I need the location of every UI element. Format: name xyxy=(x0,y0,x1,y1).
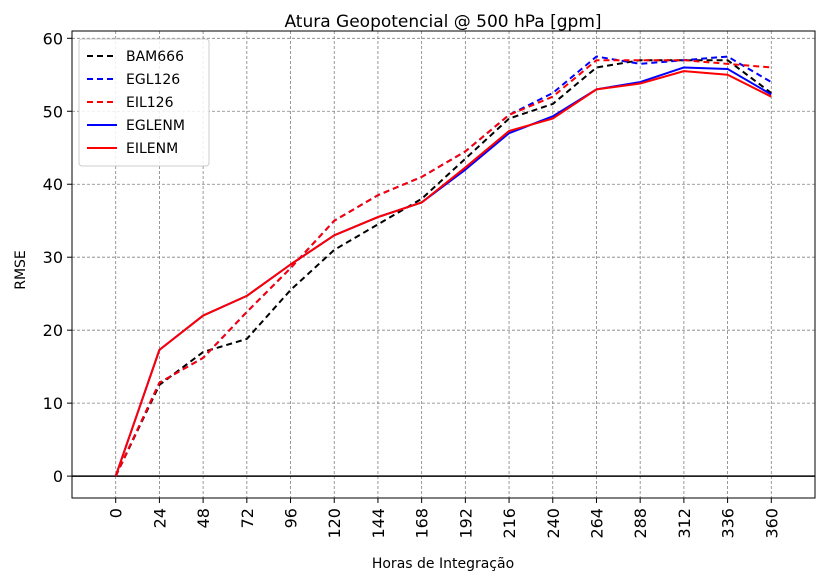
x-tick-label: 264 xyxy=(587,508,606,539)
x-tick-label: 120 xyxy=(325,508,344,539)
legend: BAM666 EGL126 EIL126 EGLENM EILENM xyxy=(78,38,210,167)
x-tick-label: 72 xyxy=(238,508,257,528)
legend-label: EGL126 xyxy=(126,72,180,88)
legend-label: EILENM xyxy=(126,141,178,157)
y-tick-label: 60 xyxy=(43,29,63,48)
x-axis-ticks: 0 24 48 72 96 120 144 168 192 216 240 264 288 312 336 3… xyxy=(107,498,781,539)
x-tick-label: 48 xyxy=(194,508,213,528)
y-tick-label: 0 xyxy=(53,467,63,486)
plot-frame xyxy=(71,30,816,499)
chart-title: Atura Geopotencial @ 500 hPa [gpm] xyxy=(284,12,601,32)
series-line-bam666 xyxy=(114,59,772,477)
series-line-egl126 xyxy=(114,55,772,477)
legend-label: EIL126 xyxy=(126,95,174,111)
legend-box xyxy=(78,38,210,167)
x-tick-label: 240 xyxy=(544,508,563,539)
x-tick-label: 144 xyxy=(369,508,388,539)
x-tick-label: 96 xyxy=(282,508,301,528)
y-axis-ticks: 0 10 20 30 40 50 60 xyxy=(43,29,72,486)
y-axis-label: RMSE xyxy=(13,250,29,290)
series-line-eilenm xyxy=(114,70,772,477)
x-tick-label: 24 xyxy=(150,508,169,528)
x-tick-label: 192 xyxy=(456,508,475,539)
x-tick-label: 336 xyxy=(719,508,738,539)
legend-label: EGLENM xyxy=(126,118,185,134)
y-tick-label: 40 xyxy=(43,175,63,194)
y-tick-label: 20 xyxy=(43,321,63,340)
series-layer xyxy=(114,55,772,477)
x-tick-label: 288 xyxy=(631,508,650,539)
x-tick-label: 216 xyxy=(500,508,519,539)
x-axis-label: Horas de Integração xyxy=(372,556,514,572)
x-tick-label: 168 xyxy=(413,508,432,539)
series-line-eglenm xyxy=(114,66,772,477)
x-tick-label: 0 xyxy=(107,508,126,518)
y-tick-label: 30 xyxy=(43,248,63,267)
y-tick-label: 50 xyxy=(43,102,63,121)
legend-label: BAM666 xyxy=(126,49,184,65)
series-line-eil126 xyxy=(114,59,772,477)
y-tick-label: 10 xyxy=(43,394,63,413)
x-tick-label: 360 xyxy=(762,508,781,539)
x-tick-label: 312 xyxy=(675,508,694,539)
